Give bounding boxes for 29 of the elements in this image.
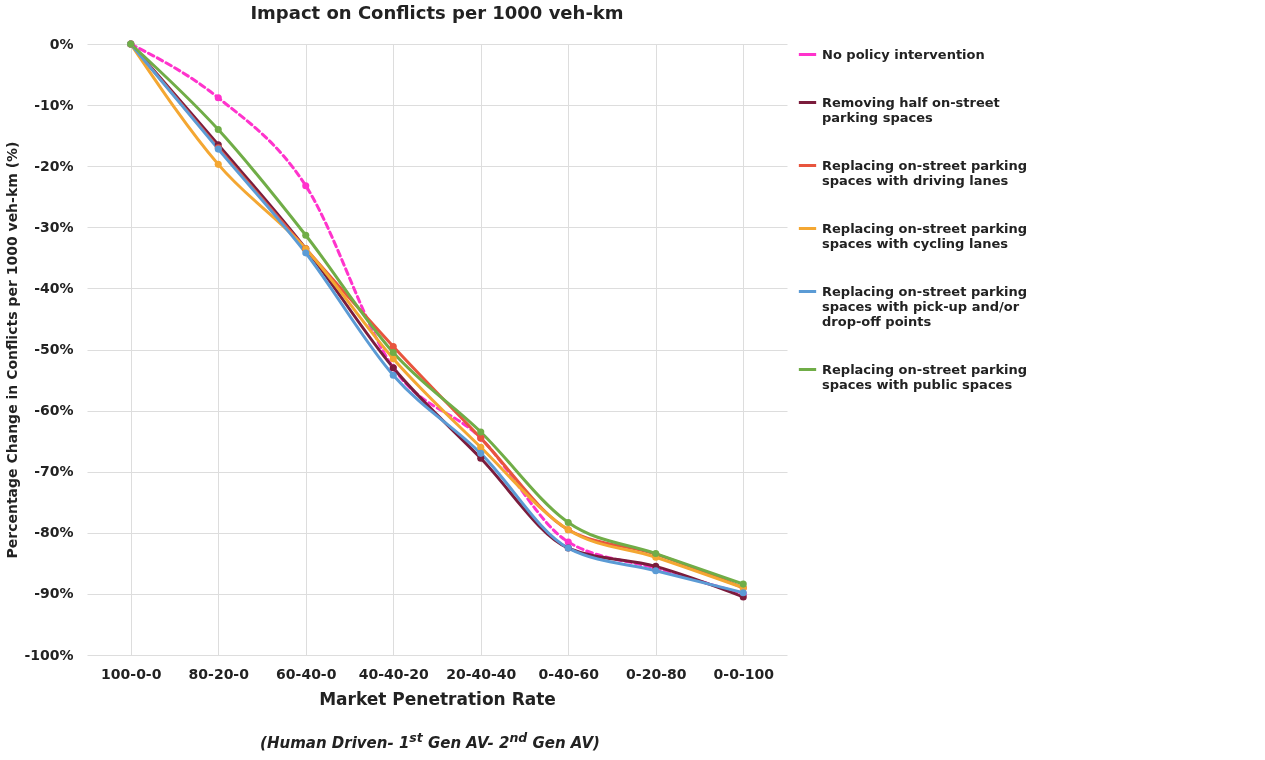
y-tick-label: -10%	[34, 96, 74, 113]
legend-label: Removing half on-street parking spaces	[822, 94, 1000, 125]
x-tick-label: 20-40-40	[446, 665, 517, 682]
y-axis-title: Percentage Change in Conflicts per 1000 veh-km (%)	[4, 141, 21, 559]
x-axis-title: Market Penetration Rate	[319, 688, 556, 709]
legend-label: Replacing on-street parking spaces with cycling lanes	[822, 220, 1028, 251]
x-tick-label: 100-0-0	[101, 665, 162, 682]
y-tick-label: -90%	[34, 585, 74, 602]
legend-label: No policy intervention	[822, 46, 985, 62]
x-tick-label: 40-40-20	[358, 665, 430, 682]
y-tick-label: -70%	[34, 463, 74, 480]
y-tick-label: 0%	[49, 35, 74, 52]
y-tick-label: -40%	[34, 279, 74, 296]
y-tick-label: -60%	[34, 402, 74, 419]
y-tick-label: -100%	[24, 646, 74, 663]
y-tick-label: -20%	[34, 157, 74, 174]
y-tick-label: -50%	[34, 341, 74, 357]
legend-label: Replacing on-street parking spaces with public spaces	[822, 361, 1028, 392]
x-tick-label: 80-20-0	[188, 665, 250, 682]
legend-label: Replacing on-street parking spaces with driving lanes	[822, 157, 1028, 188]
x-tick-label: 0-40-60	[538, 665, 600, 682]
text: (Human Driven- 1$^{st}$ Gen AV- 2$^{nd}$ Gen AV)	[259, 730, 601, 752]
y-tick-label: -30%	[34, 218, 74, 235]
legend-label: Replacing on-street parking spaces with pick-up and/or drop-off points	[822, 283, 1028, 329]
x-tick-label: 0-20-80	[626, 665, 687, 682]
y-tick-label: -80%	[34, 524, 74, 541]
chart-title: Impact on Conflicts per 1000 veh-km	[250, 2, 624, 23]
x-tick-label: 0-0-100	[713, 665, 775, 682]
x-tick-label: 60-40-0	[276, 665, 337, 682]
